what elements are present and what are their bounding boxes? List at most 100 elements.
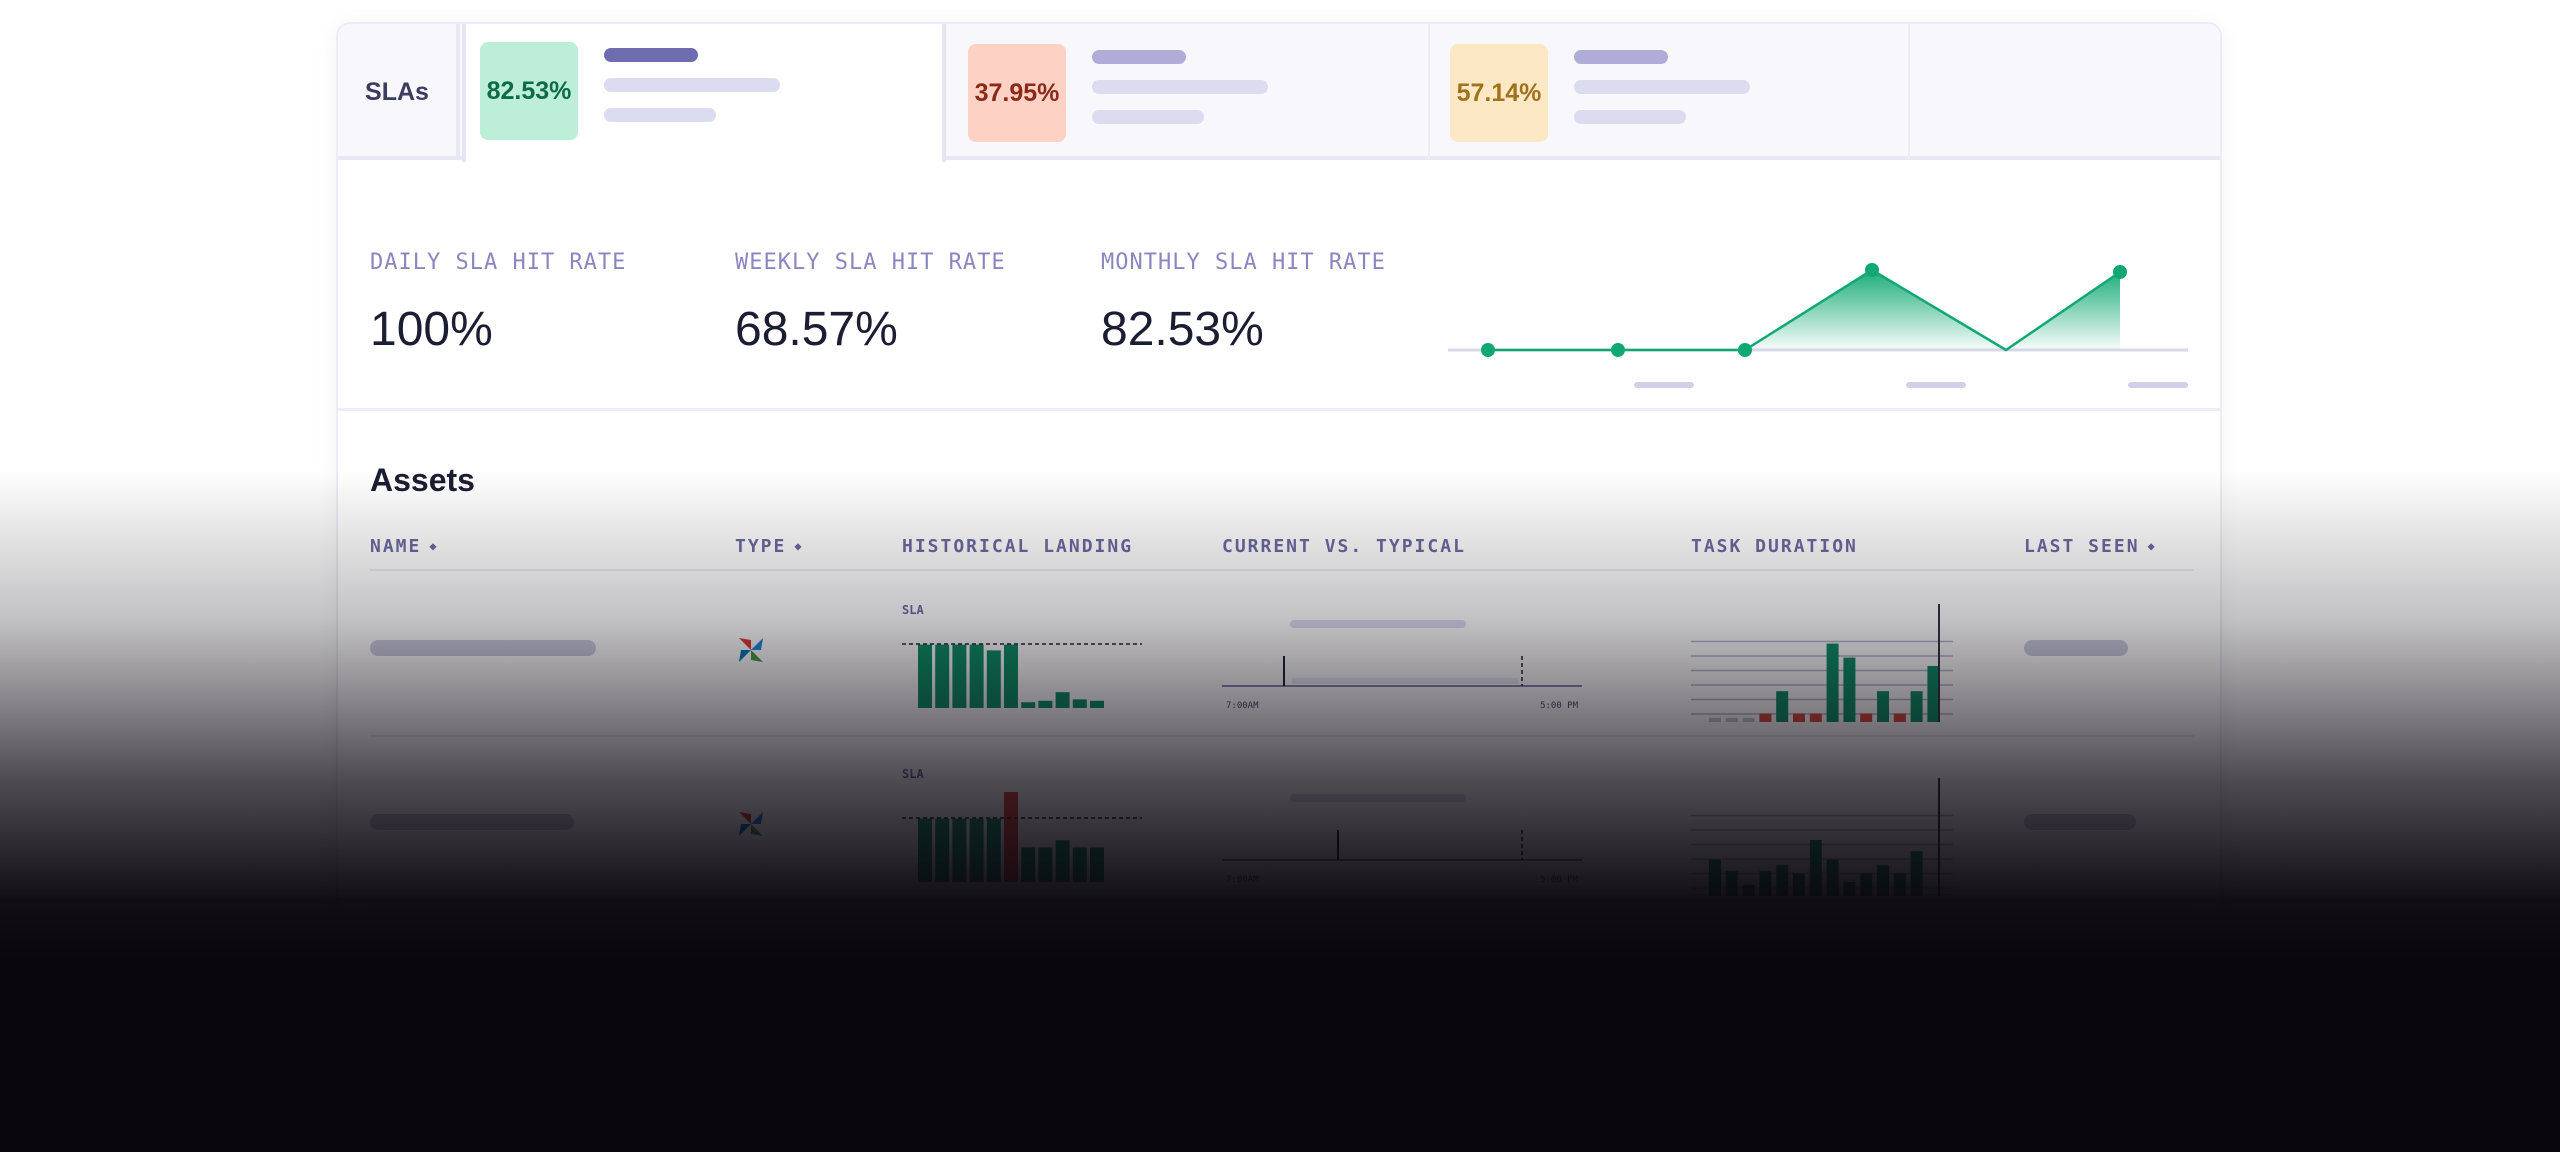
monthly-sla-value: 82.53% <box>1101 303 1264 356</box>
column-header-current: CURRENT VS. TYPICAL <box>1222 536 1466 557</box>
historical-bar <box>986 650 1001 708</box>
historical-landing-chart: SLA <box>902 603 1142 708</box>
duration-bar <box>1910 851 1923 896</box>
last-seen-placeholder <box>2024 640 2128 656</box>
skeleton-title <box>604 48 698 62</box>
historical-landing-chart: SLA <box>902 767 1142 882</box>
sla-tab-strip: SLAs 82.53% 37.95% 57.14% <box>338 24 2220 162</box>
duration-bar <box>1843 657 1856 722</box>
historical-bar <box>1090 847 1104 882</box>
last-seen-placeholder <box>2024 814 2136 830</box>
duration-bar <box>1725 717 1738 722</box>
column-header-type[interactable]: TYPE ◆ <box>735 536 804 557</box>
sla-dashboard-card: SLAs 82.53% 37.95% 57.14% DAILY SLA HIT … <box>336 22 2222 1102</box>
window-band <box>1292 678 1518 684</box>
historical-bar <box>1038 700 1053 708</box>
duration-bar <box>1742 884 1755 896</box>
historical-bar <box>952 644 967 708</box>
historical-bar <box>1072 847 1087 882</box>
header-divider <box>370 569 2194 571</box>
row-divider <box>370 735 2194 737</box>
assets-title: Assets <box>370 462 475 498</box>
skeleton-title <box>1574 50 1668 64</box>
daily-sla-value: 100% <box>370 303 493 356</box>
column-header-historical: HISTORICAL LANDING <box>902 536 1134 557</box>
duration-bar <box>1793 873 1805 896</box>
pinwheel-icon <box>739 812 763 836</box>
historical-bar <box>969 818 984 882</box>
duration-bar <box>1893 713 1906 722</box>
timeline-end-label: 5:00 PM <box>1540 701 1579 711</box>
duration-bar <box>1877 865 1889 896</box>
duration-bar <box>1759 870 1772 896</box>
row-divider <box>370 908 2194 910</box>
timeline-start-label: 7:00AM <box>1226 701 1259 711</box>
monthly-sla-label: MONTHLY SLA HIT RATE <box>1101 250 1386 275</box>
duration-bar <box>1877 691 1889 722</box>
duration-bar <box>1910 691 1923 722</box>
current-vs-typical-chart: 7:00AM 5:00 PM <box>1222 620 1582 711</box>
timeline-start-label: 7:00AM <box>1226 875 1259 885</box>
column-name-label: NAME <box>370 536 422 557</box>
current-title-placeholder <box>1290 794 1466 802</box>
historical-bar <box>1021 847 1036 882</box>
historical-bar <box>1072 699 1087 708</box>
daily-sla-label: DAILY SLA HIT RATE <box>370 250 627 275</box>
sla-tab-1[interactable]: 82.53% <box>462 24 946 162</box>
skeleton-line <box>1092 110 1204 124</box>
sla-trend-sparkline <box>1448 263 2188 388</box>
duration-bar <box>1709 717 1721 722</box>
sla-threshold-label: SLA <box>902 767 924 781</box>
duration-bar <box>1742 717 1755 722</box>
column-header-last-seen[interactable]: LAST SEEN ◆ <box>2024 536 2157 557</box>
task-duration-chart <box>1691 604 1953 722</box>
historical-bar <box>918 644 932 708</box>
skeleton-title <box>1092 50 1186 64</box>
sla-tab-2[interactable]: 37.95% <box>946 24 1430 160</box>
historical-bar <box>986 818 1001 882</box>
historical-bar <box>1090 700 1104 708</box>
duration-bar <box>1860 873 1873 896</box>
section-divider <box>338 408 2220 411</box>
sparkline-tick-placeholder <box>1906 382 1966 388</box>
historical-bar <box>935 644 950 708</box>
duration-bar <box>1776 865 1789 896</box>
sla-tab-3[interactable]: 57.14% <box>1430 24 1910 160</box>
historical-bar <box>1004 792 1018 882</box>
task-duration-chart <box>1691 778 1953 896</box>
column-header-name[interactable]: NAME ◆ <box>370 536 439 557</box>
sort-icon[interactable]: ◆ <box>2147 539 2157 553</box>
duration-bar <box>1725 870 1738 896</box>
asset-name-placeholder[interactable] <box>370 640 596 656</box>
duration-bar <box>1809 713 1822 722</box>
sla-badge-3: 57.14% <box>1450 44 1548 142</box>
sparkline-point <box>1611 343 1625 357</box>
sla-badge-2: 37.95% <box>968 44 1066 142</box>
sort-icon[interactable]: ◆ <box>429 539 439 553</box>
sparkline-point <box>1738 343 1752 357</box>
skeleton-line <box>604 108 716 122</box>
duration-bar <box>1709 859 1721 896</box>
duration-bar <box>1826 859 1839 896</box>
duration-bar <box>1776 691 1789 722</box>
asset-name-placeholder[interactable] <box>370 814 574 830</box>
skeleton-line <box>1092 80 1268 94</box>
historical-bar <box>952 818 967 882</box>
weekly-sla-label: WEEKLY SLA HIT RATE <box>735 250 1006 275</box>
timeline-end-label: 5:00 PM <box>1540 875 1579 885</box>
sort-icon[interactable]: ◆ <box>794 539 804 553</box>
column-last-seen-label: LAST SEEN <box>2024 536 2140 557</box>
historical-bar <box>1038 847 1053 882</box>
historical-bar <box>1004 644 1018 708</box>
duration-bar <box>1809 840 1822 896</box>
duration-bar <box>1843 882 1856 896</box>
duration-bar <box>1793 713 1805 722</box>
sparkline-point <box>1865 263 1879 277</box>
skeleton-line <box>1574 80 1750 94</box>
duration-bar <box>1893 873 1906 896</box>
sparkline-point <box>1481 343 1495 357</box>
skeleton-line <box>604 78 780 92</box>
sparkline-tick-placeholder <box>2128 382 2188 388</box>
slas-tab-label: SLAs <box>338 24 460 160</box>
skeleton-line <box>1574 110 1686 124</box>
